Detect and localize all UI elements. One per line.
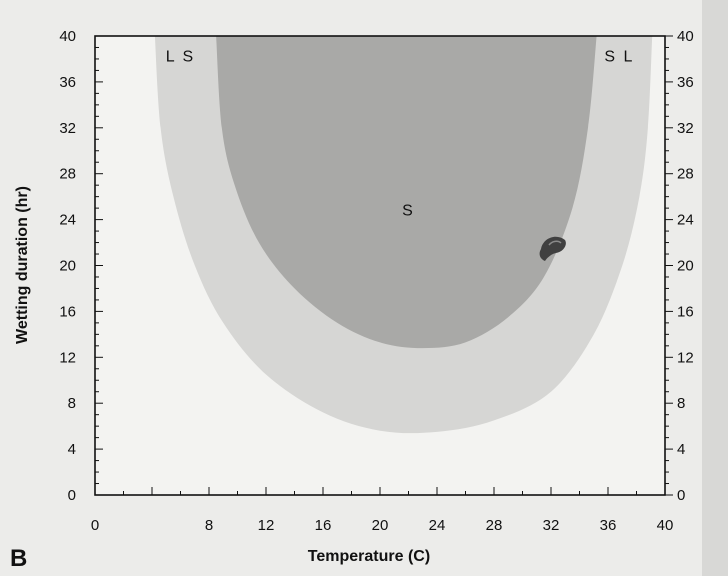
dark-mark bbox=[539, 236, 566, 261]
x-tick-label: 20 bbox=[372, 517, 389, 534]
tick-layer: 0 8 12 16 20 24 28 32 36 400481216202428323640048… bbox=[59, 28, 693, 534]
x-tick-label: 12 bbox=[258, 517, 275, 534]
y-right-tick-label: 24 bbox=[677, 212, 694, 229]
y-tick-label: 20 bbox=[59, 258, 76, 275]
x-tick-label: 16 bbox=[315, 517, 332, 534]
region-annotation: S bbox=[402, 202, 415, 219]
page-edge-shadow bbox=[702, 0, 728, 576]
x-tick-label: 8 bbox=[205, 517, 213, 534]
y-tick-label: 0 bbox=[68, 487, 76, 504]
y-tick-label: 16 bbox=[59, 303, 76, 320]
y-right-tick-label: 40 bbox=[677, 28, 694, 45]
region-s bbox=[216, 36, 597, 349]
y-tick-label: 4 bbox=[68, 441, 76, 458]
y-right-tick-label: 8 bbox=[677, 395, 685, 412]
y-tick-label: 12 bbox=[59, 349, 76, 366]
y-right-tick-label: 16 bbox=[677, 303, 694, 320]
x-tick-label: 36 bbox=[600, 517, 617, 534]
y-right-tick-label: 20 bbox=[677, 258, 694, 275]
y-tick-label: 24 bbox=[59, 212, 76, 229]
annotation-layer: L S S L S bbox=[166, 49, 634, 220]
y-right-tick-label: 36 bbox=[677, 74, 694, 91]
y-tick-label: 28 bbox=[59, 166, 76, 183]
x-axis-label: Temperature (C) bbox=[308, 548, 430, 565]
x-tick-label: 24 bbox=[429, 517, 446, 534]
y-tick-label: 32 bbox=[59, 120, 76, 137]
x-tick-label: 28 bbox=[486, 517, 503, 534]
y-right-tick-label: 12 bbox=[677, 349, 694, 366]
y-right-tick-label: 32 bbox=[677, 120, 694, 137]
y-right-tick-label: 28 bbox=[677, 166, 694, 183]
y-tick-label: 36 bbox=[59, 74, 76, 91]
y-tick-label: 8 bbox=[68, 395, 76, 412]
region-annotation: L S bbox=[166, 49, 195, 66]
x-tick-label: 32 bbox=[543, 517, 560, 534]
y-tick-label: 40 bbox=[59, 28, 76, 45]
x-tick-label: 40 bbox=[657, 517, 674, 534]
y-axis-label: Wetting duration (hr) bbox=[14, 186, 31, 344]
region-layer bbox=[154, 36, 653, 434]
x-tick-label: 0 bbox=[91, 517, 99, 534]
panel-label: B bbox=[10, 545, 27, 572]
y-right-tick-label: 4 bbox=[677, 441, 685, 458]
y-right-tick-label: 0 bbox=[677, 487, 685, 504]
region-annotation: S L bbox=[604, 49, 634, 66]
